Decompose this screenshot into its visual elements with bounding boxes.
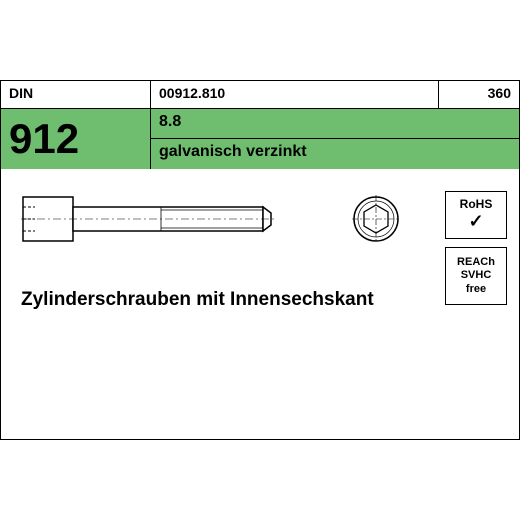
main-number: 912 — [1, 109, 151, 169]
reach-line3: free — [466, 283, 486, 296]
green-band: 912 8.8 galvanisch verzinkt — [1, 109, 519, 169]
screw-front-view-icon — [346, 189, 406, 249]
green-right-col: 8.8 galvanisch verzinkt — [151, 109, 519, 169]
screw-side-view-icon — [21, 189, 341, 249]
rohs-label: RoHS — [460, 197, 493, 211]
product-title: Zylinderschrauben mit Innensechskant — [21, 289, 374, 311]
strength-class: 8.8 — [151, 109, 519, 139]
header-code: 00912.810 — [151, 81, 439, 108]
header-standard: DIN — [1, 81, 151, 108]
reach-line2: SVHC — [461, 269, 492, 282]
product-card: DIN 00912.810 360 912 8.8 galvanisch ver… — [0, 80, 520, 440]
coating: galvanisch verzinkt — [151, 139, 519, 169]
header-row: DIN 00912.810 360 — [1, 81, 519, 109]
reach-badge: REACh SVHC free — [445, 247, 507, 305]
header-number: 360 — [439, 81, 519, 108]
reach-line1: REACh — [457, 256, 495, 269]
rohs-badge: RoHS ✓ — [445, 191, 507, 239]
check-icon: ✓ — [468, 211, 483, 233]
diagram-area: RoHS ✓ REACh SVHC free Zylinderschrauben… — [1, 169, 519, 439]
